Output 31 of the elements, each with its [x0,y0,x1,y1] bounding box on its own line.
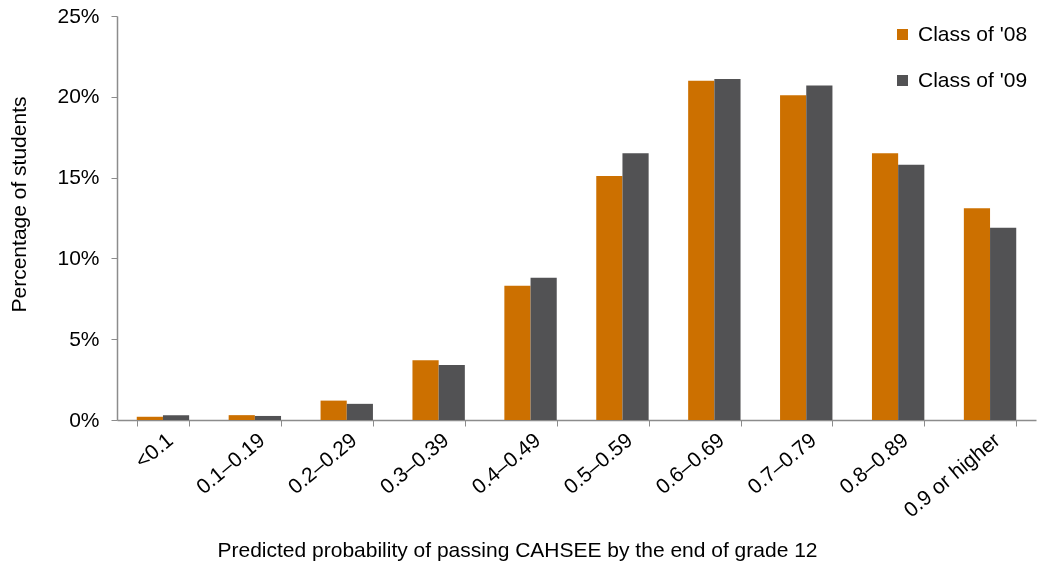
x-tick-label: <0.1 [130,427,177,473]
bar [898,164,925,420]
bar [688,80,715,420]
bar [254,415,282,420]
y-axis-title: Percentage of students [6,96,30,313]
bar [871,153,899,420]
legend-label: Class of '09 [918,67,1028,91]
y-tick-label: 15% [57,165,100,189]
bar [990,227,1017,420]
y-tick-label: 10% [57,245,100,269]
bar [504,285,531,420]
bar [346,403,373,420]
bar [438,365,465,420]
bar [530,277,557,420]
bar [714,79,741,420]
y-tick-label: 25% [57,3,100,27]
y-tick-label: 20% [57,84,100,108]
bar [228,415,255,420]
bar [963,208,991,420]
bar [806,85,833,420]
legend-label: Class of '08 [918,21,1028,45]
bar [596,175,623,420]
y-tick-label: 0% [69,407,100,431]
y-tick-label: 5% [69,326,100,350]
bar [412,360,439,420]
x-axis-title: Predicted probability of passing CAHSEE by the end of grade 12 [217,537,818,561]
bar [622,153,649,420]
bar [780,95,807,420]
bar [162,415,190,420]
bar [136,416,163,420]
bar [320,400,347,420]
